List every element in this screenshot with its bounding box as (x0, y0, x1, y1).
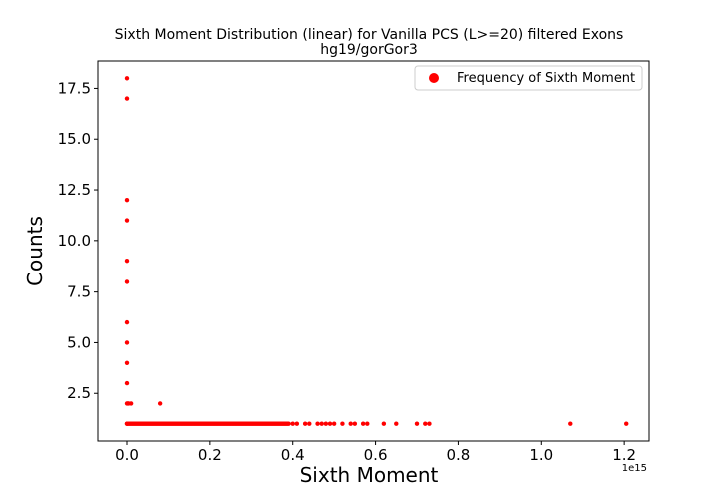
data-point (302, 421, 308, 426)
data-point (124, 380, 130, 386)
y-tick-label: 12.5 (58, 181, 91, 199)
data-point (394, 421, 399, 426)
data-point (624, 421, 629, 426)
y-tick-label: 17.5 (58, 79, 91, 97)
data-point (124, 279, 130, 284)
data-point (286, 421, 291, 426)
data-point (319, 421, 324, 426)
x-axis-label: Sixth Moment (300, 463, 439, 487)
plot-frame (97, 60, 650, 442)
data-point (124, 360, 130, 365)
data-point (124, 258, 130, 264)
data-point (290, 421, 295, 426)
y-tick-label: 7.5 (67, 283, 91, 301)
data-point (124, 218, 130, 223)
data-point (124, 197, 130, 203)
data-point (124, 96, 130, 101)
x-tick-label: 1.0 (529, 446, 553, 464)
data-point (307, 421, 312, 426)
x-tick-label: 0.2 (198, 446, 222, 464)
data-point (128, 401, 134, 406)
x-tick-label: 0.4 (281, 446, 305, 464)
data-point (323, 421, 329, 426)
data-point (327, 421, 333, 426)
data-point (568, 421, 573, 426)
legend-box (414, 65, 643, 91)
legend-label: Frequency of Sixth Moment (457, 71, 635, 86)
data-point (124, 340, 130, 345)
x-tick-label: 0.0 (115, 446, 139, 464)
y-axis-label: Counts (23, 216, 47, 286)
legend-marker (429, 73, 439, 83)
data-point (124, 76, 130, 81)
data-point (315, 421, 320, 426)
data-point (331, 421, 337, 426)
x-tick-label: 0.8 (446, 446, 470, 464)
data-point (365, 421, 370, 426)
data-point (352, 421, 358, 426)
y-tick-label: 15.0 (58, 130, 91, 148)
chart-subtitle: hg19/gorGor3 (320, 42, 418, 58)
data-point (381, 421, 387, 426)
y-tick-label: 2.5 (67, 384, 91, 402)
y-tick-label: 5.0 (67, 333, 91, 351)
x-tick-label: 1.2 (612, 446, 636, 464)
plot-marks (124, 76, 629, 426)
x-axis: 0.0 0.2 0.4 0.6 0.8 1.0 1.2 (115, 441, 636, 464)
y-axis: 2.5 5.0 7.5 10.0 12.5 15.0 17.5 (58, 79, 98, 402)
data-point (157, 401, 163, 406)
data-point (414, 421, 420, 426)
y-tick-label: 10.0 (58, 232, 91, 250)
data-point (423, 421, 428, 426)
legend: Frequency of Sixth Moment (414, 65, 643, 91)
data-point (348, 421, 353, 426)
x-tick-label: 0.6 (364, 446, 388, 464)
chart-title: Sixth Moment Distribution (linear) for V… (115, 27, 624, 43)
data-point (427, 421, 432, 426)
data-point (340, 421, 345, 426)
data-point (294, 421, 300, 426)
x-offset-text: 1e15 (622, 463, 647, 474)
data-point (124, 319, 130, 325)
data-point (360, 421, 366, 426)
